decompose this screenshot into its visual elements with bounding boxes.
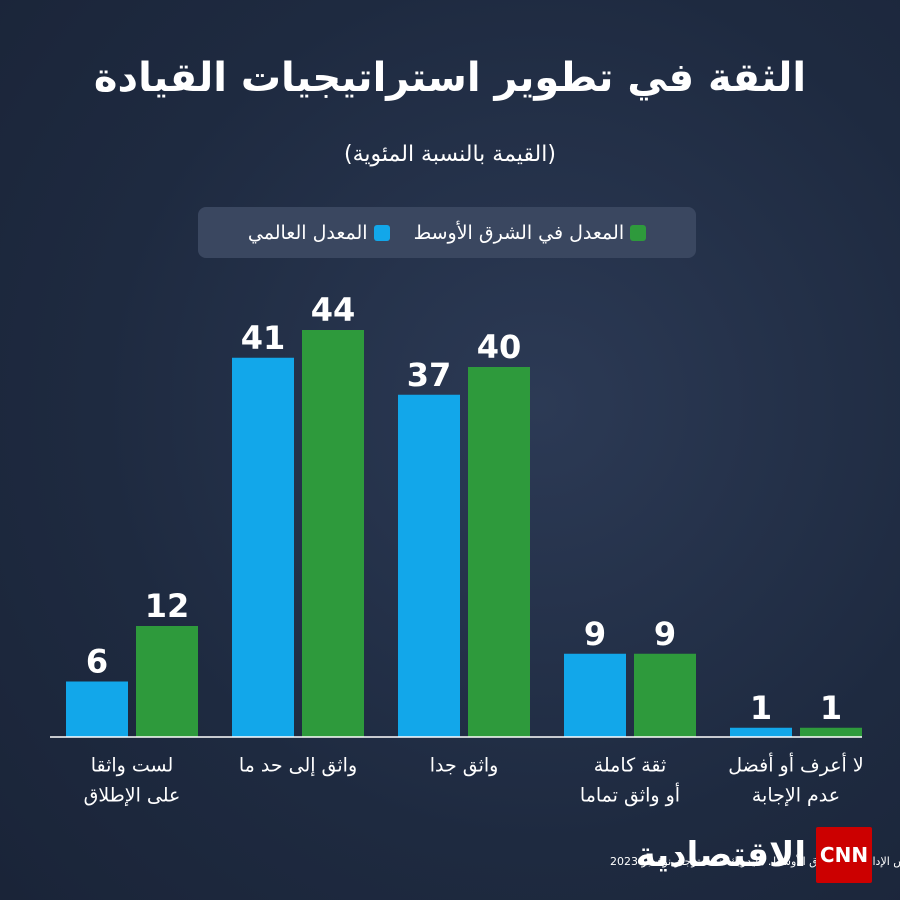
bar [398, 394, 460, 737]
bar [468, 367, 530, 737]
legend-swatch [373, 224, 390, 241]
value-label: 6 [86, 643, 108, 681]
x-tick-label: على الإطلاق [84, 785, 181, 807]
bar [730, 727, 792, 737]
value-label: 9 [584, 615, 606, 653]
bar [66, 681, 128, 737]
legend-label: المعدل العالمي [247, 221, 368, 244]
value-label: 1 [820, 689, 842, 727]
value-label: 44 [311, 291, 356, 329]
value-label: 12 [145, 587, 190, 625]
value-label: 41 [241, 319, 286, 357]
x-tick-label: ثقة كاملة [594, 755, 667, 777]
value-label: 37 [407, 356, 452, 394]
legend-item: المعدل في الشرق الأوسط [414, 222, 647, 244]
legend-label: المعدل في الشرق الأوسط [413, 221, 625, 244]
x-tick-label: لا أعرف أو أفضل [728, 753, 863, 777]
legend-item: المعدل العالمي [248, 222, 390, 244]
value-label: 40 [477, 328, 522, 366]
legend: المعدل في الشرق الأوسط المعدل العالمي [198, 207, 696, 258]
bar [136, 626, 198, 737]
chart-title: الثقة في تطوير استراتيجيات القيادة [94, 55, 806, 101]
x-tick-label: لست واثقا [91, 755, 174, 777]
x-tick-label: أو واثق تماما [580, 783, 680, 807]
value-label: 1 [750, 689, 772, 727]
brand-name: الاقتصادية [635, 835, 806, 875]
bar [564, 653, 626, 737]
logo: الاقتصادية CNN [636, 827, 872, 883]
brand-badge: CNN [816, 827, 872, 883]
bar [634, 653, 696, 737]
x-tick-label: عدم الإجابة [752, 785, 840, 807]
bar [800, 727, 862, 737]
bar [232, 357, 294, 737]
value-label: 9 [654, 615, 676, 653]
x-tick-label: واثق إلى حد ما [239, 755, 357, 778]
bar [302, 330, 364, 737]
x-tick-label: واثق جدا [430, 755, 499, 777]
legend-swatch [630, 224, 647, 241]
chart-subtitle: (القيمة بالنسبة المئوية) [344, 142, 556, 167]
